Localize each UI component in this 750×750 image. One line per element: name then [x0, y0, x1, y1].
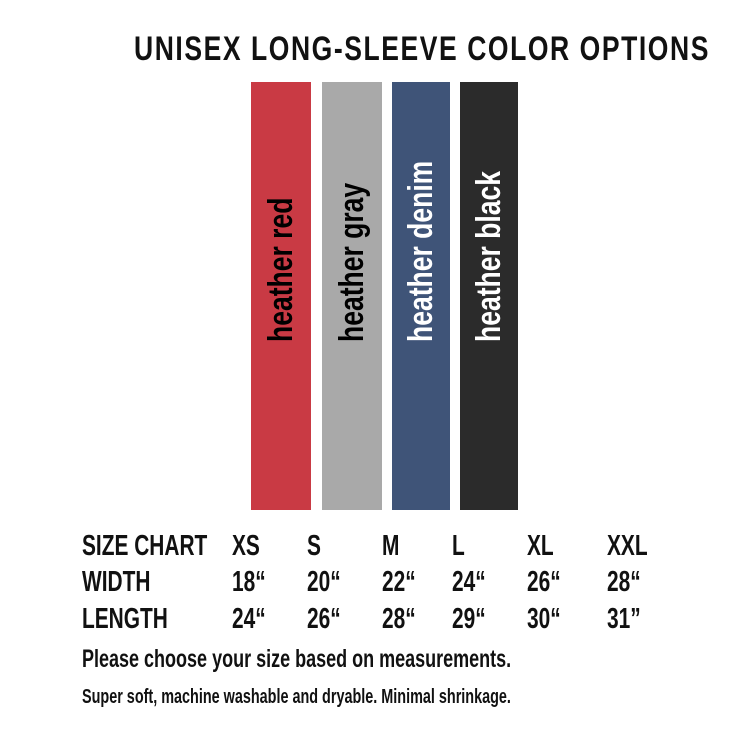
- swatch-heather-gray: heather gray: [322, 82, 382, 510]
- swatch-heather-denim: heather denim: [392, 82, 450, 510]
- size-cell: 28“: [382, 603, 416, 635]
- size-cell: M: [382, 530, 400, 562]
- size-cell: 24“: [452, 566, 486, 598]
- size-cell: L: [452, 530, 465, 562]
- row-label: SIZE CHART: [82, 530, 208, 562]
- row-label: LENGTH: [82, 603, 168, 635]
- swatch-label: heather gray: [333, 182, 371, 342]
- size-cell: 28“: [607, 566, 641, 598]
- size-cell: XS: [232, 530, 260, 562]
- swatch-label: heather red: [262, 197, 300, 342]
- size-cell: 30“: [527, 603, 561, 635]
- size-cell: 24“: [232, 603, 266, 635]
- size-cell: S: [307, 530, 321, 562]
- care-note: Super soft, machine washable and dryable…: [82, 686, 511, 708]
- size-cell: 29“: [452, 603, 486, 635]
- swatch-heather-black: heather black: [460, 82, 518, 510]
- row-label: WIDTH: [82, 566, 151, 598]
- swatch-heather-red: heather red: [251, 82, 311, 510]
- size-cell: 31”: [607, 603, 641, 635]
- page-title: UNISEX LONG-SLEEVE COLOR OPTIONS: [134, 30, 710, 68]
- size-cell: 18“: [232, 566, 266, 598]
- size-cell: 20“: [307, 566, 341, 598]
- swatch-label: heather black: [470, 171, 508, 342]
- size-note: Please choose your size based on measure…: [82, 645, 512, 673]
- size-cell: 26“: [307, 603, 341, 635]
- swatch-label: heather denim: [402, 160, 440, 342]
- size-cell: XXL: [607, 530, 648, 562]
- size-cell: 26“: [527, 566, 561, 598]
- size-cell: 22“: [382, 566, 416, 598]
- size-cell: XL: [527, 530, 554, 562]
